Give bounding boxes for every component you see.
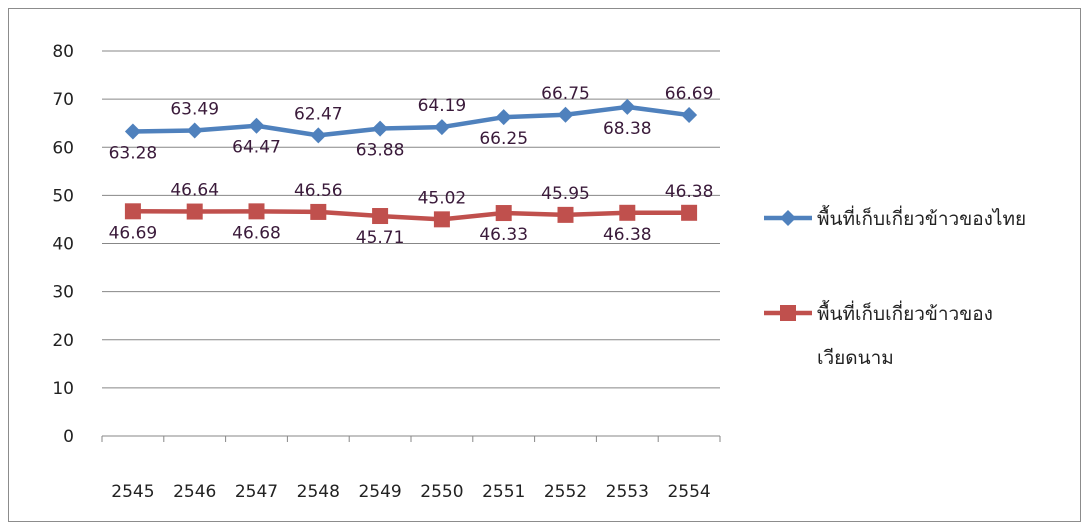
legend-label: พื้นที่เก็บเกี่ยวข้าวของไทย: [817, 205, 1026, 230]
data-point-marker: [681, 204, 698, 221]
legend-label: เวียดนาม: [817, 347, 894, 369]
series-1: 63.28 63.49 64.47 62.47 63.88 64.19 66.25 66.75…: [109, 84, 714, 164]
legend-entry-1: พื้นที่เก็บเกี่ยวข้าวของไทย: [764, 205, 1026, 230]
y-tick-label: 50: [52, 186, 74, 206]
data-point-marker: [186, 203, 203, 220]
data-label: 46.69: [109, 223, 158, 243]
y-tick-label: 20: [52, 331, 74, 351]
x-tick-label: 2545: [111, 482, 154, 502]
legend-marker: [780, 305, 796, 321]
x-tick-label: 2549: [358, 482, 401, 502]
data-label: 63.49: [170, 99, 219, 119]
data-label: 66.25: [479, 129, 528, 149]
data-point-marker: [433, 119, 450, 136]
x-tick-label: 2550: [420, 482, 463, 502]
data-point-marker: [495, 109, 512, 126]
data-label: 46.33: [479, 225, 528, 245]
x-tick-label: 2551: [482, 482, 525, 502]
y-tick-label: 0: [63, 427, 74, 447]
y-tick-label: 70: [52, 90, 74, 110]
data-label: 62.47: [294, 104, 343, 124]
series-line: [132, 104, 690, 138]
y-tick-label: 60: [52, 138, 74, 158]
data-label: 45.95: [541, 184, 590, 204]
data-label: 46.56: [294, 181, 343, 201]
x-tick-label: 2548: [297, 482, 340, 502]
data-point-marker: [681, 107, 698, 124]
data-label: 64.47: [232, 138, 281, 158]
data-point-marker: [310, 203, 327, 220]
x-tick-label: 2547: [235, 482, 278, 502]
data-point-marker: [619, 98, 636, 115]
data-label: 45.71: [356, 228, 405, 248]
data-label: 63.28: [109, 143, 158, 163]
data-point-marker: [619, 204, 636, 221]
data-label: 66.75: [541, 84, 590, 104]
data-label: 66.69: [665, 84, 714, 104]
data-point-marker: [372, 208, 389, 225]
y-tick-label: 10: [52, 379, 74, 399]
data-point-marker: [495, 205, 512, 222]
data-label: 46.64: [170, 181, 219, 201]
data-label: 46.38: [603, 225, 652, 245]
data-point-marker: [124, 203, 141, 220]
data-point-marker: [433, 211, 450, 228]
x-tick-label: 2546: [173, 482, 216, 502]
data-label: 68.38: [603, 119, 652, 139]
legend-marker: [780, 210, 796, 226]
legend-label: พื้นที่เก็บเกี่ยวข้าวของ: [817, 300, 993, 325]
data-point-marker: [186, 122, 203, 139]
data-point-marker: [557, 106, 574, 123]
y-tick-label: 40: [52, 235, 74, 255]
data-label: 46.38: [665, 182, 714, 202]
data-point-marker: [557, 206, 574, 223]
series-2: 46.69 46.64 46.68 46.56 45.71 45.02 46.33 45.95…: [109, 181, 714, 248]
data-point-marker: [310, 127, 327, 144]
x-tick-label: 2553: [606, 482, 649, 502]
series-line: [132, 209, 690, 222]
y-tick-label: 80: [52, 42, 74, 62]
data-label: 45.02: [418, 188, 467, 208]
y-tick-label: 30: [52, 283, 74, 303]
data-point-marker: [372, 120, 389, 137]
data-label: 63.88: [356, 141, 405, 161]
data-point-marker: [124, 123, 141, 140]
data-point-marker: [248, 203, 265, 220]
x-tick-label: 2554: [667, 482, 710, 502]
data-label: 46.68: [232, 223, 281, 243]
data-label: 64.19: [418, 96, 467, 116]
x-tick-label: 2552: [544, 482, 587, 502]
data-point-marker: [248, 117, 265, 134]
